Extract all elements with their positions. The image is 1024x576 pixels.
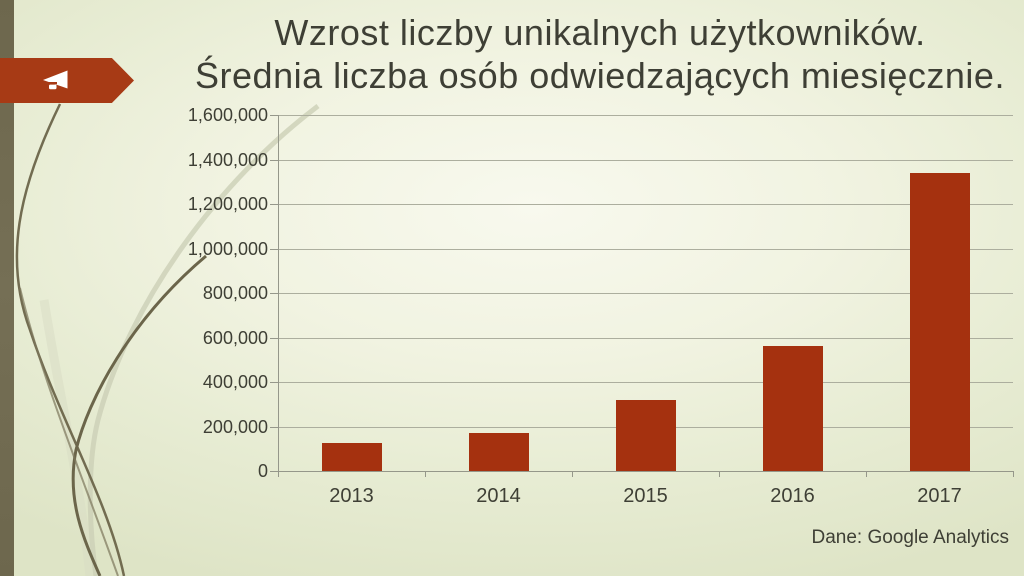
gridline (278, 159, 1013, 161)
y-axis-label: 1,400,000 (187, 149, 268, 170)
bar-2015 (615, 399, 676, 471)
bar-2013 (321, 443, 382, 471)
bar-2014 (468, 433, 529, 471)
y-axis-tick (270, 293, 278, 294)
gridline (278, 382, 1013, 383)
y-axis-label: 400,000 (202, 372, 268, 392)
y-axis-label: 800,000 (202, 283, 268, 303)
bar-2017 (909, 172, 970, 471)
slide-title: Wzrost liczby unikalnych użytkowników. Ś… (176, 11, 1024, 97)
curve-light-long (87, 104, 320, 576)
y-axis-label: 600,000 (202, 327, 268, 348)
x-axis-label: 2013 (329, 485, 374, 507)
x-axis-tick (866, 471, 867, 477)
y-axis-tick (270, 426, 278, 428)
gridline (278, 204, 1013, 205)
x-axis-tick (719, 471, 720, 477)
y-axis-label: 200,000 (202, 416, 268, 437)
curve-dark-3 (19, 287, 119, 576)
y-axis-tick (270, 115, 278, 116)
y-axis-tick (270, 159, 278, 161)
gridline (278, 293, 1013, 294)
x-axis-tick (278, 471, 279, 477)
curve-dark-1 (15, 103, 126, 576)
left-edge-stripe (0, 0, 14, 576)
y-axis-tick (270, 204, 278, 205)
y-axis-label: 0 (257, 461, 268, 481)
curve-dark-2 (71, 254, 207, 576)
y-axis-tick (270, 248, 278, 250)
slide-title-line1: Wzrost liczby unikalnych użytkowników. (274, 12, 926, 53)
y-axis-tick (270, 382, 278, 383)
gridline (278, 115, 1013, 116)
data-source-caption: Dane: Google Analytics (811, 527, 1009, 548)
y-axis-label: 1,200,000 (187, 194, 268, 214)
y-axis-label: 1,600,000 (187, 105, 268, 125)
x-axis-label: 2014 (476, 485, 521, 507)
y-axis-line (278, 115, 279, 471)
x-axis-tick (572, 471, 573, 477)
slide-title-line2: Średnia liczba osób odwiedzających miesi… (195, 55, 1005, 96)
x-axis-label: 2017 (917, 485, 962, 507)
x-axis-label: 2015 (623, 485, 668, 507)
x-axis-tick (425, 471, 426, 477)
x-axis-label: 2016 (770, 485, 815, 507)
megaphone-badge (0, 58, 134, 103)
gridline (278, 248, 1013, 250)
bar-2016 (762, 346, 823, 471)
y-axis-tick (270, 337, 278, 339)
megaphone-icon (43, 70, 68, 90)
x-axis-tick (1013, 471, 1014, 477)
y-axis-tick (270, 471, 278, 472)
gridline (278, 337, 1013, 339)
y-axis-label: 1,000,000 (187, 238, 268, 259)
x-axis-line (278, 471, 1013, 472)
